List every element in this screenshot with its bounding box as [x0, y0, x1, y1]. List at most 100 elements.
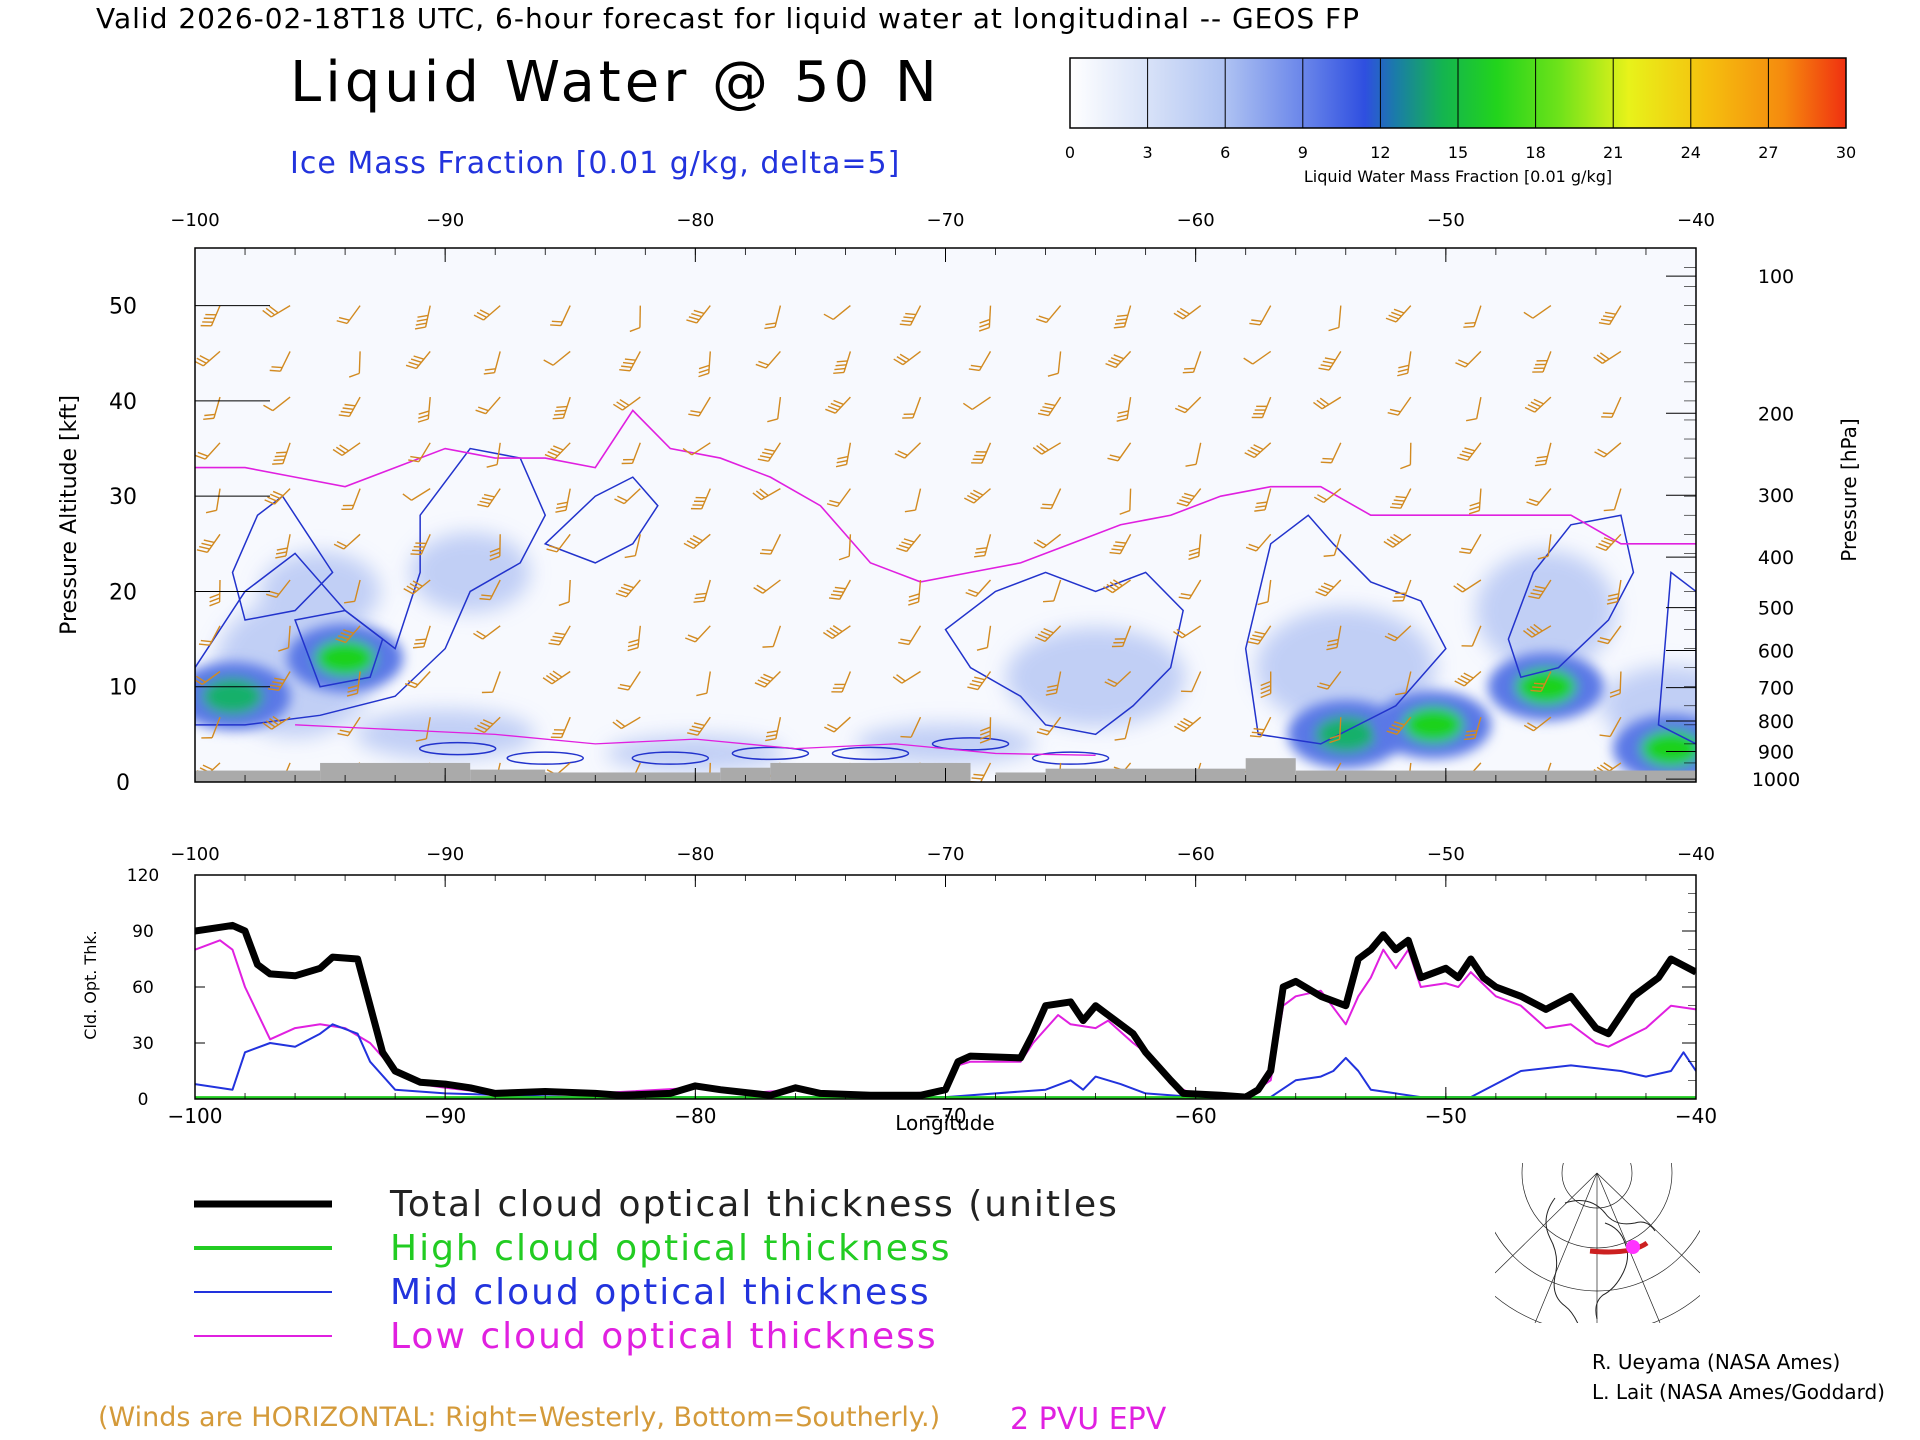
wind-barb-flag	[477, 406, 489, 412]
wind-barb	[1047, 351, 1062, 377]
wind-barb-flag	[1601, 416, 1612, 418]
wind-barb-flag	[969, 683, 981, 687]
wind-barb-flag	[1528, 595, 1540, 600]
wind-barb	[1045, 671, 1062, 696]
wind-barb	[1173, 305, 1202, 320]
wind-barb-flag	[627, 647, 639, 652]
x-tick-label: −100	[168, 789, 223, 790]
wind-barb-shaft	[1267, 579, 1272, 602]
wind-barb-flag	[898, 641, 909, 646]
sub-x-tick-label: −40	[1675, 1104, 1717, 1128]
wind-barb-flag	[1390, 506, 1401, 509]
wind-barb-flag	[1532, 371, 1544, 373]
wind-barb-flag	[1464, 447, 1476, 452]
wind-barb-shaft	[910, 716, 922, 738]
wind-barb-flag	[552, 670, 563, 678]
wind-barb-flag	[1257, 601, 1269, 606]
wind-barb-flag	[1397, 368, 1409, 373]
wind-barb-flag	[1111, 645, 1123, 648]
wind-barb-flag	[1455, 362, 1466, 368]
legend-label: Total cloud optical thickness (unitless)	[389, 1184, 1120, 1225]
wind-barb-shaft	[971, 396, 991, 410]
wind-barb-flag	[412, 549, 423, 552]
wind-barb-flag	[756, 584, 767, 592]
wind-barb-shaft	[358, 351, 361, 374]
wind-barb-flag	[1603, 762, 1614, 770]
wind-barb-flag	[337, 635, 349, 641]
wind-barb-flag	[1529, 625, 1540, 634]
wind-barb-flag	[619, 683, 631, 688]
wind-barb-flag	[341, 508, 353, 510]
wind-barb-flag	[1109, 551, 1121, 555]
wind-barb-flag	[1323, 554, 1335, 557]
wind-barb	[1037, 396, 1062, 417]
wind-barb	[475, 396, 501, 415]
wind-barb-flag	[343, 629, 354, 635]
wind-barb-flag	[835, 364, 847, 367]
wind-barb-flag	[1388, 314, 1399, 320]
cross-section-path	[1589, 1240, 1649, 1255]
pressure-tick-label: 1000	[1752, 769, 1800, 790]
wind-barb-flag	[1599, 734, 1611, 738]
wind-barb-flag	[1385, 317, 1397, 323]
wind-barb	[1111, 625, 1132, 648]
wind-barb	[1537, 534, 1552, 560]
wind-barb-flag	[1389, 408, 1401, 413]
wind-barb-flag	[967, 686, 979, 691]
wind-barb	[1251, 396, 1272, 419]
wind-barb-flag	[1327, 638, 1339, 643]
ice-region	[355, 709, 536, 760]
wind-barb-flag	[262, 722, 273, 730]
pressure-tick-label: 300	[1758, 485, 1794, 507]
wind-barb	[415, 717, 431, 742]
sub-x-tick-label-top: −90	[426, 844, 464, 865]
wind-barb-flag	[1116, 418, 1128, 422]
wind-barb-flag	[761, 548, 773, 552]
wind-barb-flag	[1329, 734, 1341, 740]
wind-barb-flag	[908, 597, 920, 602]
wind-barb	[1174, 716, 1202, 732]
wind-barb-flag	[1176, 628, 1187, 637]
wind-barb-flag	[698, 364, 710, 370]
wind-barb-flag	[838, 555, 850, 561]
wind-barb-flag	[339, 729, 351, 733]
wind-barb-flag	[1113, 641, 1125, 644]
wind-barb-flag	[1245, 546, 1257, 552]
wind-barb-flag	[267, 496, 278, 502]
wind-barb-flag	[550, 639, 562, 643]
wind-barb	[262, 304, 291, 318]
wind-barb-flag	[967, 494, 978, 502]
wind-barb	[263, 396, 291, 412]
wind-barb-shaft	[552, 350, 571, 366]
wind-barb-shaft	[848, 534, 852, 557]
wind-barb-flag	[1119, 509, 1131, 515]
wind-barb-flag	[1037, 412, 1049, 417]
y-tick-label: 10	[109, 676, 137, 701]
wind-barb	[752, 487, 781, 501]
y-tick-label: 40	[109, 390, 137, 415]
wind-barb	[555, 488, 571, 513]
wind-barb-flag	[693, 722, 705, 727]
wind-barb-flag	[827, 723, 838, 730]
wind-barb	[967, 671, 992, 691]
wind-barb-flag	[1117, 410, 1129, 414]
wind-barb-flag	[1609, 688, 1621, 694]
wind-barb-flag	[414, 326, 426, 330]
wind-barb-flag	[974, 554, 985, 558]
x-tick-label-top: −50	[1427, 210, 1465, 231]
sub-plot-area	[195, 875, 1696, 1099]
wind-barb-shaft	[1129, 488, 1132, 511]
x-tick-label: −70	[924, 789, 966, 790]
wind-barb-flag	[896, 547, 907, 553]
wind-barb-flag	[822, 631, 833, 640]
wind-barb-flag	[1313, 496, 1325, 504]
wind-barb-flag	[553, 445, 564, 451]
wind-barb-flag	[403, 587, 414, 595]
wind-barb	[621, 442, 641, 465]
wind-barb	[823, 305, 851, 321]
wind-barb-flag	[973, 489, 984, 496]
liquid-water-core	[1403, 706, 1464, 743]
wind-barb-flag	[1250, 446, 1261, 453]
wind-barb-flag	[762, 451, 773, 456]
terrain-block	[195, 770, 321, 782]
